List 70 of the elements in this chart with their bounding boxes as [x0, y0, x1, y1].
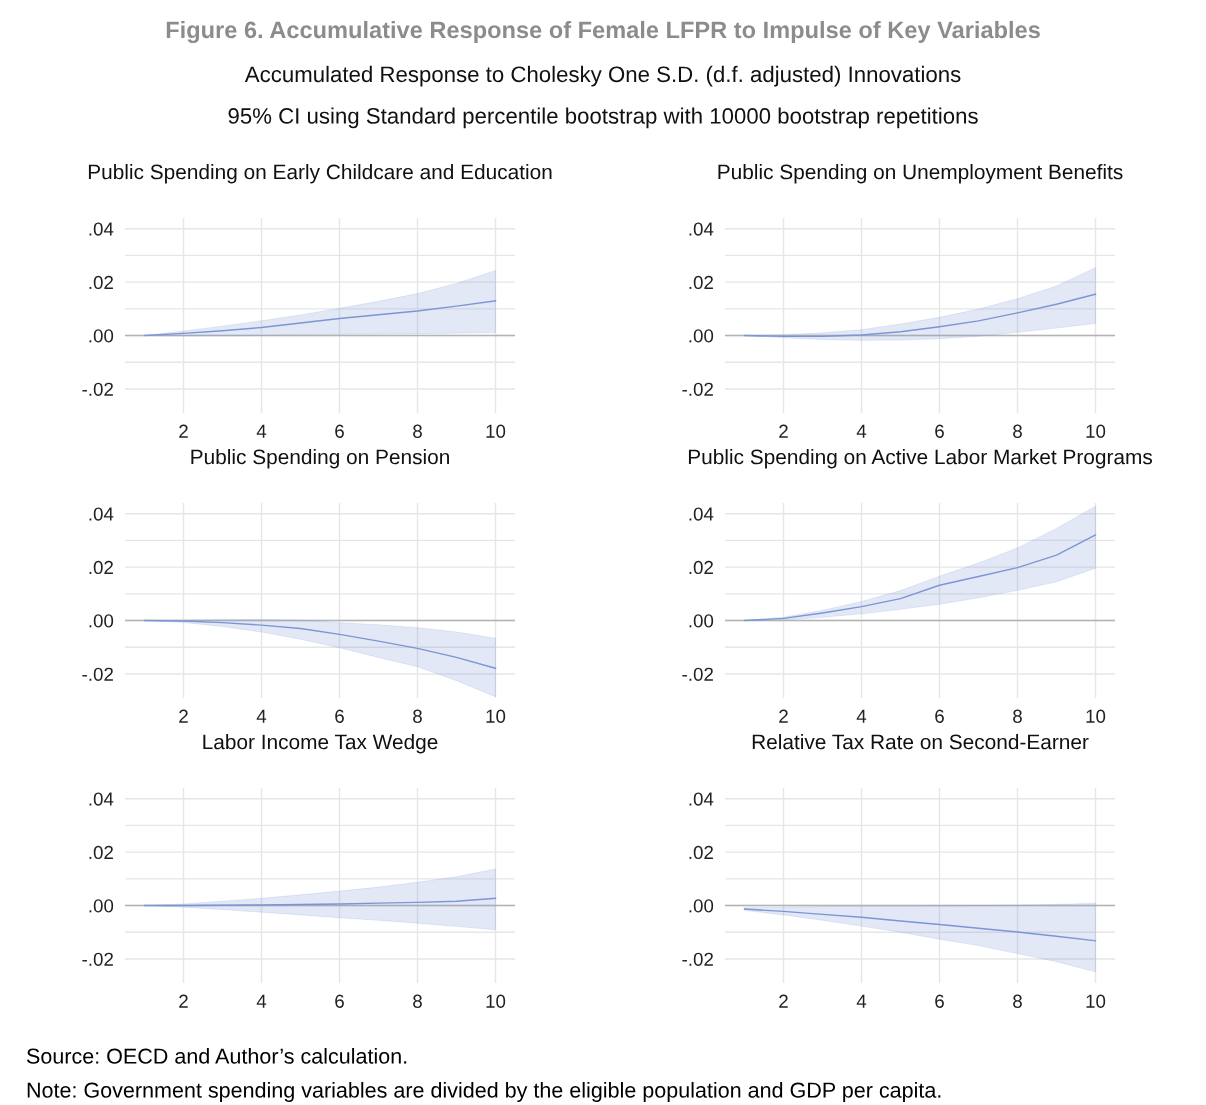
x-tick-label: 8 [1013, 994, 1022, 1008]
text: Accumulated Response to Cholesky One S.D. (d.f. adjusted) Innovations 95% CI using Standard percentile bootstrap with 10000 bootstrap repetitions [228, 65, 978, 129]
line-series [143, 619, 497, 670]
y-tick-label: -.02 [682, 952, 713, 966]
x-tick-label: 4 [256, 709, 267, 723]
chart-title: Relative Tax Rate on Second-Earner [752, 734, 1089, 750]
x-tick-label: 8 [413, 424, 422, 438]
y-tick-label: .02 [89, 845, 113, 860]
line-series [143, 300, 497, 337]
x-tick-label: 2 [779, 424, 788, 438]
y-tick-label: -.02 [682, 382, 713, 396]
chart-title: Public Spending on Active Labor Market Programs [688, 449, 1153, 469]
x-tick-label: 6 [335, 709, 344, 723]
x-tick-label: 10 [486, 424, 506, 438]
x-tick-label: 8 [413, 709, 422, 723]
x-tick-label: 6 [335, 424, 344, 438]
y-tick-label: -.02 [82, 952, 113, 966]
x-tick-label: 2 [779, 709, 788, 723]
y-tick-label: .00 [689, 329, 714, 343]
chart-title: Labor Income Tax Wedge [203, 734, 438, 754]
y-tick-label: .02 [689, 275, 713, 290]
y-tick-label: .04 [689, 792, 714, 806]
x-tick-label: 4 [856, 994, 867, 1008]
x-tick-label: 2 [179, 709, 188, 723]
text: Figure 6. Accumulative Response of Female LFPR to Impulse of Key Variables [166, 20, 1040, 44]
y-tick-label: .02 [89, 560, 113, 575]
y-tick-label: .00 [89, 329, 114, 343]
x-tick-label: 8 [413, 994, 422, 1008]
y-tick-label: .04 [89, 507, 114, 521]
x-tick-label: 10 [1086, 424, 1106, 438]
chart-title: Public Spending on Pension [191, 449, 449, 469]
y-tick-label: .04 [689, 507, 714, 521]
y-tick-label: -.02 [82, 667, 113, 681]
y-tick-label: -.02 [82, 382, 113, 396]
chart-title: Public Spending on Early Childcare and Education [88, 164, 552, 184]
x-tick-label: 10 [1086, 994, 1106, 1008]
x-tick-label: 6 [935, 424, 944, 438]
x-tick-label: 2 [179, 994, 188, 1008]
x-tick-label: 10 [486, 709, 506, 723]
source-note: Source: OECD and Author’s calculation. [26, 1047, 407, 1064]
x-tick-label: 4 [256, 424, 267, 438]
line-series [743, 908, 1097, 942]
y-tick-label: .04 [89, 222, 114, 236]
y-tick-label: .00 [89, 614, 114, 628]
line-series [743, 293, 1097, 338]
line-series [143, 897, 497, 907]
y-tick-label: .04 [689, 222, 714, 236]
x-tick-label: 6 [335, 994, 344, 1008]
y-tick-label: .00 [689, 614, 714, 628]
x-tick-label: 2 [179, 424, 188, 438]
y-tick-label: .00 [689, 899, 714, 913]
x-tick-label: 6 [935, 994, 944, 1008]
text: Note: Government spending variables are divided by the eligible population and GDP per capita. [27, 1081, 941, 1103]
x-tick-label: 8 [1013, 424, 1022, 438]
x-tick-label: 4 [856, 424, 867, 438]
y-tick-label: .04 [89, 792, 114, 806]
x-tick-label: 2 [779, 994, 788, 1008]
y-tick-label: .02 [689, 845, 713, 860]
x-tick-label: 10 [486, 994, 506, 1008]
x-tick-label: 4 [256, 994, 267, 1008]
chart-title: Public Spending on Unemployment Benefits [718, 164, 1123, 184]
y-tick-label: .02 [689, 560, 713, 575]
x-tick-label: 6 [935, 709, 944, 723]
y-tick-label: -.02 [682, 667, 713, 681]
line-series [743, 534, 1097, 622]
x-tick-label: 10 [1086, 709, 1106, 723]
x-tick-label: 8 [1013, 709, 1022, 723]
x-tick-label: 4 [856, 709, 867, 723]
y-tick-label: .00 [89, 899, 114, 913]
y-tick-label: .02 [89, 275, 113, 290]
